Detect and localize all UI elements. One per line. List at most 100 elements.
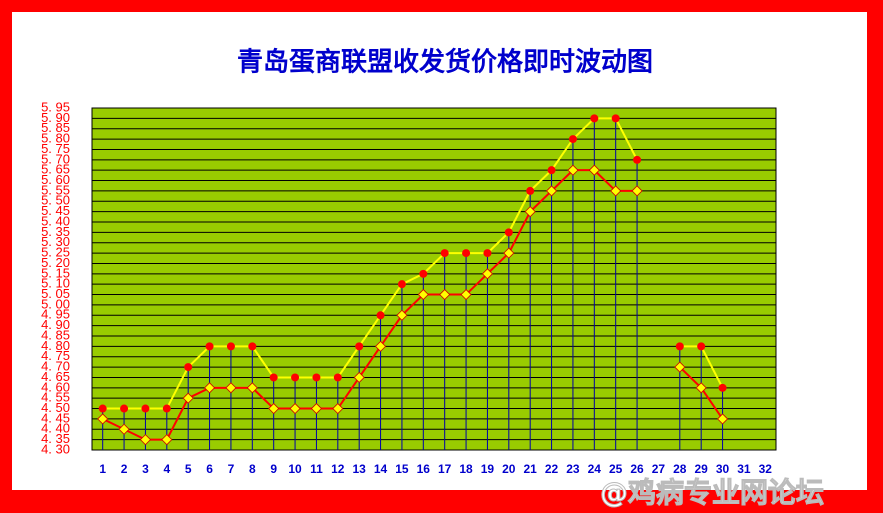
point — [203, 382, 216, 394]
y-tick-label: 5. 85 — [41, 120, 70, 135]
x-tick-label: 1 — [99, 462, 106, 476]
y-tick-label: 5. 90 — [41, 110, 70, 125]
point — [588, 164, 600, 176]
y-tick-label: 4. 90 — [41, 317, 70, 332]
point — [97, 413, 109, 425]
x-tick-label: 5 — [185, 462, 192, 476]
point — [205, 342, 214, 351]
point — [417, 288, 429, 301]
x-tick-label: 8 — [249, 462, 256, 476]
point — [481, 268, 494, 280]
point — [503, 247, 515, 259]
y-tick-label: 4. 35 — [41, 431, 70, 446]
x-tick-label: 30 — [716, 462, 730, 476]
x-tick-label: 12 — [331, 462, 345, 476]
point — [268, 402, 280, 415]
x-tick-label: 6 — [206, 462, 213, 476]
x-tick-label: 21 — [524, 462, 538, 476]
x-tick-label: 2 — [121, 462, 128, 476]
point — [161, 434, 173, 446]
x-tick-label: 17 — [438, 462, 452, 476]
y-tick-label: 4. 55 — [41, 390, 70, 405]
y-tick-label: 5. 10 — [41, 276, 70, 291]
point — [524, 206, 536, 218]
chart-title: 青岛蛋商联盟收发货价格即时波动图 — [237, 47, 653, 78]
point — [439, 288, 451, 301]
point — [695, 382, 707, 394]
x-tick-label: 13 — [353, 462, 367, 476]
y-tick-label: 5. 80 — [41, 131, 70, 146]
point — [374, 340, 387, 352]
point — [182, 392, 194, 404]
y-tick-label: 5. 55 — [41, 182, 70, 197]
point — [419, 269, 428, 278]
point — [716, 413, 729, 425]
point — [353, 371, 365, 384]
y-tick-label: 5. 05 — [41, 286, 70, 301]
point — [611, 114, 620, 123]
point — [333, 373, 342, 382]
x-tick-label: 7 — [228, 462, 235, 476]
x-tick-label: 32 — [759, 462, 773, 476]
x-tick-label: 29 — [695, 462, 709, 476]
y-tick-label: 4. 65 — [41, 369, 70, 384]
point — [289, 402, 301, 415]
x-tick-label: 20 — [502, 462, 516, 476]
y-tick-label: 4. 85 — [41, 327, 70, 342]
x-tick-label: 31 — [737, 462, 751, 476]
y-tick-label: 5. 00 — [41, 296, 70, 311]
point — [226, 342, 235, 351]
y-tick-label: 5. 60 — [41, 172, 70, 187]
point — [310, 402, 323, 415]
x-tick-label: 27 — [652, 462, 666, 476]
y-tick-label: 5. 95 — [41, 99, 70, 114]
x-tick-label: 11 — [310, 462, 323, 476]
point — [675, 342, 684, 351]
point — [633, 155, 642, 164]
y-tick-label: 5. 30 — [41, 234, 70, 249]
y-tick-label: 5. 70 — [41, 151, 70, 166]
x-tick-label: 28 — [673, 462, 687, 476]
x-tick-label: 22 — [545, 462, 559, 476]
point — [248, 342, 257, 351]
x-tick-label: 23 — [566, 462, 580, 476]
point — [141, 404, 150, 413]
point — [545, 185, 558, 197]
y-tick-label: 5. 45 — [41, 203, 70, 218]
y-tick-label: 4. 60 — [41, 379, 70, 394]
x-tick-label: 26 — [630, 462, 644, 476]
point — [332, 402, 344, 415]
point — [718, 383, 727, 392]
point — [184, 363, 193, 372]
x-tick-label: 9 — [270, 462, 277, 476]
x-tick-label: 3 — [142, 462, 149, 476]
y-tick-label: 5. 40 — [41, 213, 70, 228]
point — [440, 249, 449, 258]
point — [246, 382, 258, 394]
point — [674, 361, 686, 373]
point — [460, 288, 472, 301]
point — [291, 373, 300, 382]
x-tick-label: 16 — [417, 462, 431, 476]
point — [312, 373, 321, 382]
point — [269, 373, 278, 382]
point — [590, 114, 599, 123]
y-tick-label: 4. 50 — [41, 400, 70, 415]
point — [547, 166, 556, 175]
point — [118, 423, 130, 435]
y-tick-label: 4. 75 — [41, 348, 70, 363]
point — [526, 186, 535, 195]
point — [376, 311, 385, 320]
point — [504, 228, 513, 237]
point — [568, 135, 577, 144]
y-tick-label: 5. 20 — [41, 255, 70, 270]
y-tick-label: 4. 70 — [41, 359, 70, 374]
point — [355, 342, 364, 351]
point — [225, 382, 237, 394]
point — [567, 164, 579, 176]
x-tick-label: 19 — [481, 462, 495, 476]
point — [610, 185, 622, 197]
x-tick-label: 15 — [395, 462, 409, 476]
point — [462, 249, 471, 258]
